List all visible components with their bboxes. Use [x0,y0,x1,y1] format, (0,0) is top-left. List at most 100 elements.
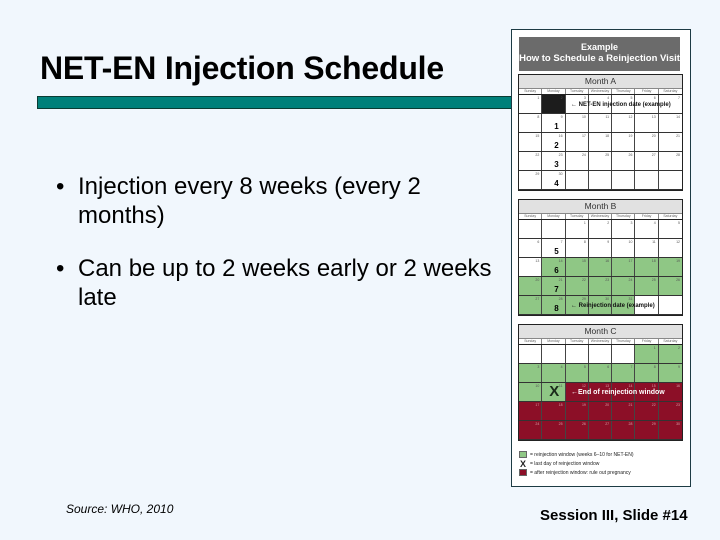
day-number: 18 [605,134,610,138]
calendar-day [519,345,543,363]
calendar-day: 29 [565,296,589,314]
calendar-day: 1 [635,345,659,363]
calendar-day: 7 [659,95,682,113]
calendar-month: Month B Sunday Monday Tuesday Wednesday Thurs… [518,199,683,316]
calendar-day: 4 [542,364,566,382]
day-number: 27 [651,153,656,157]
day-header-row: Sunday Monday Tuesday Wednesday Thursday Frid… [519,89,682,95]
calendar-day: 27 [635,152,659,170]
calendar-day: 6 [519,239,543,257]
calendar-day: 5 [565,364,589,382]
day-number: 24 [535,422,540,426]
day-number: 5 [630,96,633,100]
day-name: Monday [542,89,566,94]
calendar-day: 29 [519,171,543,189]
calendar-week: 1 2 3 4 5 6 7 [519,95,682,114]
calendar-day: 23 3 [542,152,566,170]
calendar-day: 26 [565,421,589,439]
calendar-day: 21 7 [542,277,566,295]
calendar-day: 10 [519,383,543,401]
day-number: 18 [558,403,563,407]
figure-legend: = reinjection window (weeks 6–10 for NET… [519,450,684,477]
week-count: 5 [554,247,559,256]
month-title: Month A [519,75,682,89]
day-number: 1 [583,221,586,225]
day-number: 10 [535,384,540,388]
calendar-day: 12 [565,383,589,401]
slide-title: NET-EN Injection Schedule [40,50,444,86]
calendar-day: 18 [635,258,659,276]
day-number: 29 [651,422,656,426]
day-number: 4 [560,365,563,369]
calendar-week: 10 11 X 12 13 14 15 16 [519,383,682,402]
day-number: 27 [535,297,540,301]
calendar-day: 19 [612,133,636,151]
green-swatch-icon [519,451,527,458]
calendar-day: 10 [566,114,589,132]
legend-item: X = last day of reinjection window [519,459,684,469]
reinjection-schedule-figure: Example How to Schedule a Reinjection Vi… [511,29,691,487]
day-number: 22 [581,278,586,282]
calendar-week: 24 25 26 27 28 29 30 [519,421,682,440]
calendar-day: 4 [635,220,659,238]
calendar-day: 5 [612,95,636,113]
day-name: Sunday [519,214,543,219]
calendar-day [589,345,613,363]
calendar-day: 15 [635,383,659,401]
day-name: Monday [542,339,566,344]
calendar-day [589,171,613,189]
day-number: 7 [630,365,633,369]
calendar-week: 8 9 1 10 11 12 13 14 [519,114,682,133]
day-number: 19 [581,403,586,407]
day-number: 13 [535,259,540,263]
day-number: 21 [628,403,633,407]
calendar-day: 22 [519,152,543,170]
day-name: Friday [635,214,659,219]
day-number: 20 [651,134,656,138]
calendar-week: 22 23 3 24 25 26 27 28 [519,152,682,171]
day-number: 17 [628,259,633,263]
calendar-day: 28 [659,152,682,170]
calendar-day: 17 [566,133,589,151]
bullet-item: • Injection every 8 weeks (every 2 month… [56,172,511,230]
calendar-day: 21 [659,133,682,151]
day-number: 8 [537,115,540,119]
day-number: 3 [630,221,633,225]
day-number: 22 [651,403,656,407]
calendar-day: 2 [542,95,566,113]
day-number: 3 [537,365,540,369]
calendar-day [612,171,636,189]
calendar-annotation: ← Reinjection date (example) [571,303,655,309]
day-number: 30 [676,422,680,426]
day-number: 1 [537,96,540,100]
week-count: 3 [554,160,559,169]
day-number: 26 [676,278,680,282]
day-number: 5 [583,365,586,369]
calendar-day: 9 [589,239,613,257]
day-number: 6 [537,240,540,244]
calendar-day: 24 [612,277,636,295]
calendar-day: 11 X [542,383,566,401]
calendar-day: 11 [635,239,659,257]
day-number: 30 [605,297,610,301]
calendar-day: 20 [519,277,543,295]
calendar-day: 28 [612,421,636,439]
day-number: 21 [558,278,563,282]
day-header-row: Sunday Monday Tuesday Wednesday Thursday Frid… [519,339,682,345]
x-mark-icon: X [519,459,526,469]
calendar-day: 15 [519,133,543,151]
calendar-day: 13 [635,114,659,132]
calendar-annotation: ←End of reinjection window [571,389,665,396]
day-name: Saturday [663,214,678,218]
day-number: 11 [558,384,563,388]
calendar-day: 27 [519,296,543,314]
day-number: 28 [558,297,563,301]
day-number: 8 [653,365,656,369]
calendar-day: 6 [635,95,659,113]
calendar-day: 1 [566,220,589,238]
calendar-day: 2 [589,220,613,238]
day-name: Saturday [663,89,678,93]
day-name: Sunday [519,89,543,94]
